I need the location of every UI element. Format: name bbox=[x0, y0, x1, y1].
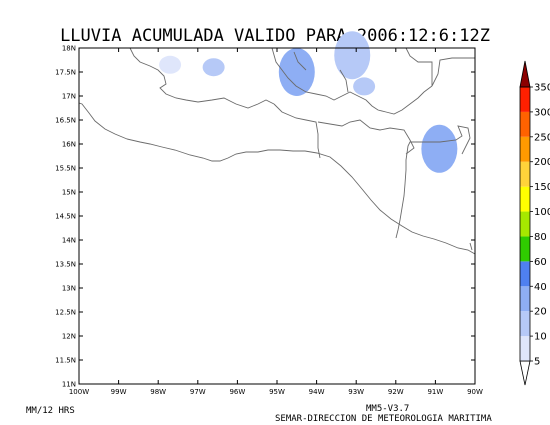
lat-tick-label: 17.5N bbox=[55, 69, 76, 77]
footer-model: MM5-V3.7 bbox=[366, 404, 409, 414]
lat-tick-label: 12N bbox=[62, 333, 76, 341]
colorbar-label: 200 bbox=[534, 157, 550, 168]
map-background bbox=[79, 48, 475, 384]
lon-tick-label: 95W bbox=[269, 388, 285, 396]
lat-tick-label: 14N bbox=[62, 237, 76, 245]
lon-tick-label: 99W bbox=[111, 388, 127, 396]
colorbar-segment bbox=[520, 261, 530, 287]
pacific-coastline bbox=[78, 102, 476, 255]
colorbar: 5 10 20 40 60 80 100 150 200 250 300 350 bbox=[519, 60, 550, 386]
lat-tick-label: 17N bbox=[62, 93, 76, 101]
lat-tick-label: 15N bbox=[62, 189, 76, 197]
guatemala-border bbox=[395, 125, 471, 239]
lon-tick-label: 92W bbox=[388, 388, 404, 396]
lat-tick-label: 16N bbox=[62, 141, 76, 149]
rain-area bbox=[202, 58, 225, 77]
colorbar-label: 150 bbox=[534, 182, 550, 193]
colorbar-segment bbox=[520, 136, 530, 162]
state-border-oaxaca bbox=[273, 103, 321, 159]
colorbar-segment bbox=[520, 161, 530, 187]
rain-area bbox=[278, 48, 315, 96]
lon-tick-label: 100W bbox=[69, 388, 89, 396]
colorbar-label: 60 bbox=[534, 257, 547, 268]
colorbar-label: 40 bbox=[534, 282, 547, 293]
colorbar-label: 100 bbox=[534, 207, 550, 218]
colorbar-segment bbox=[520, 236, 530, 262]
lon-tick-label: 96W bbox=[229, 388, 245, 396]
colorbar-label: 80 bbox=[534, 232, 547, 243]
lat-tick-label: 14.5N bbox=[55, 213, 76, 221]
border-small-2 bbox=[293, 51, 307, 71]
lon-tick-label: 98W bbox=[150, 388, 166, 396]
colorbar-segment bbox=[520, 286, 530, 312]
yucatan-border bbox=[405, 47, 475, 87]
east-coast-edge bbox=[469, 242, 473, 251]
lon-tick-label: 90W bbox=[467, 388, 483, 396]
colorbar-segment bbox=[520, 111, 530, 137]
colorbar-segment bbox=[520, 311, 530, 337]
colorbar-frame bbox=[519, 86, 531, 362]
rain-area bbox=[421, 124, 458, 173]
rain-area bbox=[159, 55, 182, 74]
colorbar-segment bbox=[520, 211, 530, 237]
colorbar-segment bbox=[520, 87, 530, 112]
colorbar-label: 250 bbox=[534, 132, 550, 143]
colorbar-label: 5 bbox=[534, 357, 540, 368]
lat-tick-label: 12.5N bbox=[55, 309, 76, 317]
colorbar-label: 10 bbox=[534, 332, 547, 343]
lat-tick-label: 15.5N bbox=[55, 165, 76, 173]
lat-tick-label: 11N bbox=[62, 381, 76, 389]
border-small-1 bbox=[339, 69, 349, 93]
colorbar-label: 300 bbox=[534, 107, 550, 118]
lon-tick-label: 93W bbox=[348, 388, 364, 396]
coastlines-borders bbox=[78, 47, 476, 255]
rain-layer bbox=[159, 31, 458, 173]
rain-area bbox=[334, 31, 371, 80]
footer-interval: MM/12 HRS bbox=[26, 406, 75, 416]
colorbar-low-arrow bbox=[519, 360, 531, 386]
map-panel: 18N 17.5N 17N 16.5N 16N 15.5N 15N 14.5N 14N 13.5N… bbox=[55, 31, 483, 396]
map-title: LLUVIA ACUMULADA VALIDO PARA 2006:12:6:1… bbox=[60, 26, 490, 46]
lat-tick-label: 13.5N bbox=[55, 261, 76, 269]
rain-area bbox=[353, 77, 376, 96]
lat-tick-label: 13N bbox=[62, 285, 76, 293]
colorbar-segment bbox=[520, 336, 530, 361]
latitude-axis: 18N 17.5N 17N 16.5N 16N 15.5N 15N 14.5N 14N 13.5N… bbox=[55, 45, 475, 389]
lon-tick-label: 94W bbox=[309, 388, 325, 396]
longitude-axis: 100W 99W 98W 97W 96W 95W 94W 93W 92W 91W 90W bbox=[69, 48, 483, 396]
colorbar-label: 350 bbox=[534, 83, 550, 94]
lon-tick-label: 97W bbox=[190, 388, 206, 396]
gulf-coastline bbox=[271, 47, 433, 115]
lat-tick-label: 11.5N bbox=[55, 357, 76, 365]
state-border-west bbox=[129, 47, 275, 109]
colorbar-label: 20 bbox=[534, 307, 547, 318]
lon-tick-label: 91W bbox=[427, 388, 443, 396]
colorbar-high-arrow bbox=[519, 60, 531, 88]
footer-agency: SEMAR-DIRECCION DE METEOROLOGIA MARITIMA bbox=[275, 414, 492, 424]
state-border-chiapas bbox=[317, 119, 415, 155]
lat-tick-label: 18N bbox=[62, 45, 76, 53]
lat-tick-label: 16.5N bbox=[55, 117, 76, 125]
colorbar-segment bbox=[520, 186, 530, 212]
